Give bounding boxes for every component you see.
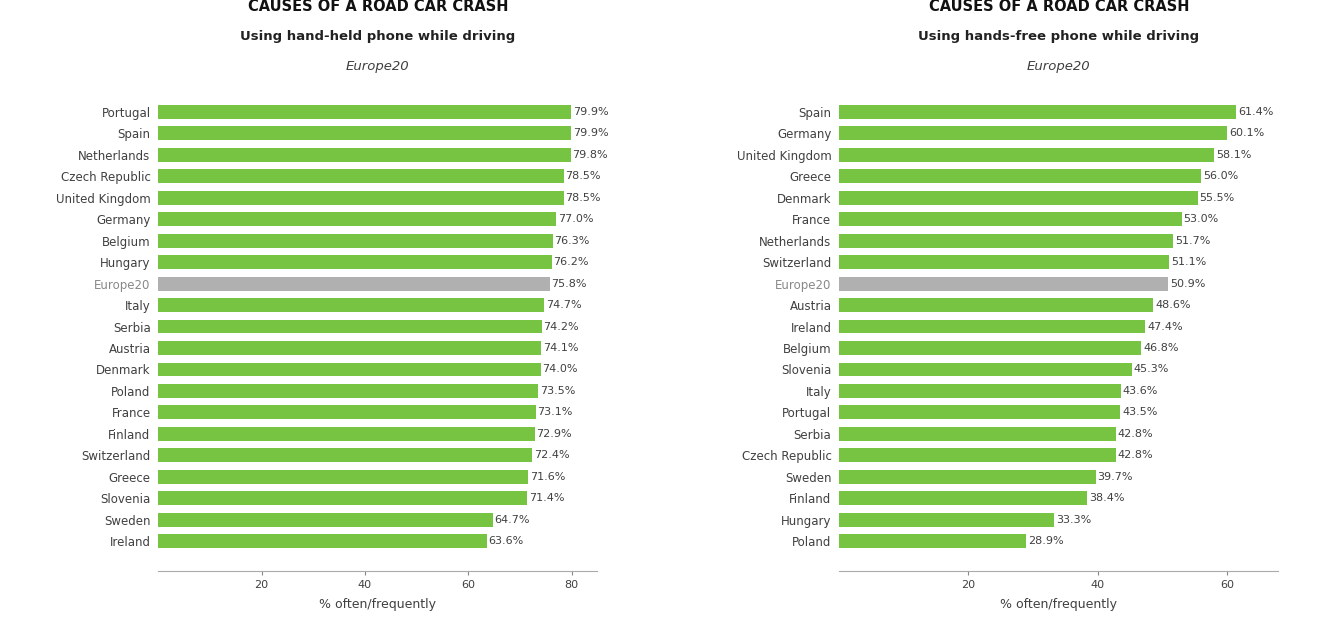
Text: 47.4%: 47.4% <box>1147 321 1184 332</box>
Bar <box>158 105 571 119</box>
Text: 39.7%: 39.7% <box>1098 472 1133 482</box>
Text: 43.6%: 43.6% <box>1123 386 1159 396</box>
Bar <box>158 255 552 269</box>
Text: 46.8%: 46.8% <box>1144 343 1178 353</box>
Text: 64.7%: 64.7% <box>494 515 530 525</box>
Bar <box>840 105 1236 119</box>
Bar <box>840 448 1115 462</box>
Text: 45.3%: 45.3% <box>1133 365 1169 375</box>
Bar <box>840 513 1054 527</box>
Text: 42.8%: 42.8% <box>1118 451 1153 460</box>
Bar <box>840 126 1227 140</box>
Text: 73.1%: 73.1% <box>538 408 573 417</box>
Text: 74.1%: 74.1% <box>543 343 579 353</box>
Bar <box>158 320 542 333</box>
Text: 72.9%: 72.9% <box>536 429 572 439</box>
Bar <box>158 169 564 183</box>
Text: CAUSES OF A ROAD CAR CRASH: CAUSES OF A ROAD CAR CRASH <box>929 0 1189 14</box>
Bar <box>158 384 538 398</box>
Bar <box>840 212 1181 226</box>
Text: Europe20: Europe20 <box>1027 60 1090 73</box>
Bar <box>840 148 1214 162</box>
Bar <box>840 233 1173 247</box>
Text: 42.8%: 42.8% <box>1118 429 1153 439</box>
Text: 79.9%: 79.9% <box>573 107 609 117</box>
Bar <box>158 427 535 441</box>
Text: 51.7%: 51.7% <box>1176 236 1210 245</box>
Bar <box>840 384 1120 398</box>
Text: 61.4%: 61.4% <box>1238 107 1273 117</box>
Text: 56.0%: 56.0% <box>1203 171 1238 181</box>
Bar <box>158 406 536 420</box>
Text: 38.4%: 38.4% <box>1089 493 1124 503</box>
Text: Europe20: Europe20 <box>347 60 410 73</box>
Bar <box>158 212 556 226</box>
Bar <box>840 363 1132 377</box>
Text: 74.2%: 74.2% <box>543 321 579 332</box>
Bar <box>158 534 486 548</box>
Bar <box>158 276 550 290</box>
Text: 72.4%: 72.4% <box>534 451 569 460</box>
Text: 76.2%: 76.2% <box>554 257 589 267</box>
Bar <box>158 233 552 247</box>
Text: 76.3%: 76.3% <box>554 236 589 245</box>
Text: 75.8%: 75.8% <box>551 278 587 288</box>
Bar <box>158 448 532 462</box>
Bar <box>158 126 571 140</box>
Text: 48.6%: 48.6% <box>1155 300 1190 310</box>
Bar <box>840 255 1169 269</box>
Bar <box>840 427 1115 441</box>
Text: 60.1%: 60.1% <box>1230 128 1264 138</box>
Text: 50.9%: 50.9% <box>1170 278 1205 288</box>
Bar <box>158 148 571 162</box>
Bar <box>158 341 542 355</box>
Bar <box>158 470 529 484</box>
Text: CAUSES OF A ROAD CAR CRASH: CAUSES OF A ROAD CAR CRASH <box>248 0 507 14</box>
Text: 74.7%: 74.7% <box>546 300 581 310</box>
Text: 58.1%: 58.1% <box>1217 150 1252 160</box>
Bar <box>158 191 564 205</box>
Text: 73.5%: 73.5% <box>539 386 575 396</box>
Text: 74.0%: 74.0% <box>542 365 577 375</box>
Bar <box>840 534 1025 548</box>
Text: 63.6%: 63.6% <box>489 536 523 547</box>
X-axis label: % often/frequently: % often/frequently <box>319 598 436 611</box>
Bar <box>158 363 540 377</box>
Text: Using hand-held phone while driving: Using hand-held phone while driving <box>240 30 515 43</box>
Text: 43.5%: 43.5% <box>1122 408 1157 417</box>
Bar <box>840 276 1168 290</box>
Text: 77.0%: 77.0% <box>558 214 593 224</box>
Text: 53.0%: 53.0% <box>1184 214 1219 224</box>
Bar <box>840 191 1198 205</box>
Bar <box>840 320 1145 333</box>
Text: 79.8%: 79.8% <box>572 150 608 160</box>
Bar <box>158 491 527 505</box>
Bar <box>840 341 1141 355</box>
Bar <box>840 491 1087 505</box>
Bar <box>840 298 1153 312</box>
X-axis label: % often/frequently: % often/frequently <box>1000 598 1118 611</box>
Bar <box>840 169 1201 183</box>
Text: Using hands-free phone while driving: Using hands-free phone while driving <box>919 30 1199 43</box>
Bar <box>158 298 544 312</box>
Bar <box>840 406 1120 420</box>
Text: 51.1%: 51.1% <box>1172 257 1206 267</box>
Bar <box>158 513 493 527</box>
Bar <box>840 470 1095 484</box>
Text: 33.3%: 33.3% <box>1056 515 1091 525</box>
Text: 71.4%: 71.4% <box>529 493 564 503</box>
Text: 71.6%: 71.6% <box>530 472 565 482</box>
Text: 55.5%: 55.5% <box>1199 193 1235 202</box>
Text: 78.5%: 78.5% <box>565 171 601 181</box>
Text: 28.9%: 28.9% <box>1028 536 1064 547</box>
Text: 79.9%: 79.9% <box>573 128 609 138</box>
Text: 78.5%: 78.5% <box>565 193 601 202</box>
